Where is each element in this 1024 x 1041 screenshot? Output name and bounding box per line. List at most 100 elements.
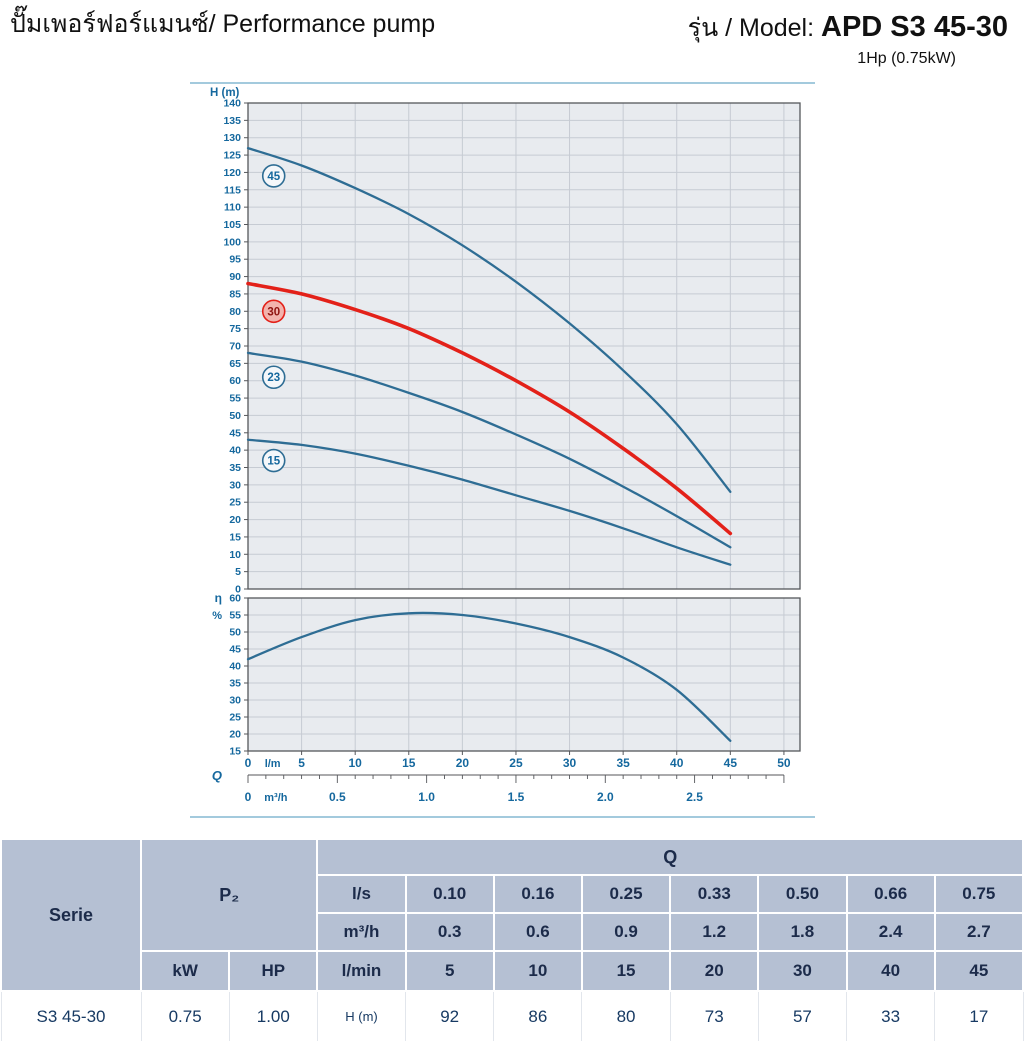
svg-text:25: 25 — [229, 497, 241, 509]
q-lmin-value: 20 — [669, 950, 760, 992]
q-m3h-value: 2.4 — [845, 912, 936, 952]
svg-text:5: 5 — [298, 756, 305, 770]
svg-text:90: 90 — [229, 271, 241, 283]
svg-text:50: 50 — [229, 627, 241, 639]
svg-text:50: 50 — [777, 756, 791, 770]
svg-text:35: 35 — [616, 756, 630, 770]
svg-text:50: 50 — [229, 410, 241, 422]
q-ls-value: 0.10 — [404, 874, 495, 914]
svg-text:45: 45 — [229, 644, 241, 656]
q-ls-value: 0.16 — [492, 874, 583, 914]
q-lmin-value: 15 — [580, 950, 672, 992]
svg-text:40: 40 — [229, 445, 241, 457]
svg-text:5: 5 — [235, 566, 241, 578]
svg-text:120: 120 — [223, 167, 241, 179]
unit-hp: HP — [228, 950, 319, 992]
svg-text:20: 20 — [229, 729, 241, 741]
head-value: 86 — [493, 991, 583, 1041]
svg-text:20: 20 — [456, 756, 470, 770]
svg-text:35: 35 — [229, 462, 241, 474]
svg-text:20: 20 — [229, 514, 241, 526]
svg-text:80: 80 — [229, 306, 241, 318]
svg-text:100: 100 — [223, 236, 241, 248]
svg-text:m³/h: m³/h — [264, 792, 288, 804]
q-lmin-value: 40 — [845, 950, 936, 992]
q-ls-value: 0.25 — [580, 874, 672, 914]
svg-text:45: 45 — [229, 427, 241, 439]
q-m3h-value: 2.7 — [933, 912, 1024, 952]
svg-text:30: 30 — [563, 756, 577, 770]
q-lmin-value: 30 — [757, 950, 848, 992]
svg-text:1.5: 1.5 — [508, 790, 525, 804]
svg-text:70: 70 — [229, 341, 241, 353]
page-title: ปั๊มเพอร์ฟอร์แมนซ์/ Performance pump — [10, 10, 436, 38]
svg-text:0: 0 — [245, 756, 252, 770]
svg-text:l/m: l/m — [265, 758, 281, 770]
q-ls-value: 0.66 — [845, 874, 936, 914]
model-label: รุ่น / Model: — [687, 14, 821, 42]
svg-text:0: 0 — [235, 584, 241, 596]
head-value: 17 — [934, 991, 1024, 1041]
svg-text:30: 30 — [229, 479, 241, 491]
svg-text:85: 85 — [229, 288, 241, 300]
table-row: S3 45-30 0.75 1.00 H (m) 92 86 80 73 57 … — [0, 991, 1024, 1041]
q-lmin-value: 45 — [933, 950, 1024, 992]
svg-text:0: 0 — [245, 790, 252, 804]
svg-text:10: 10 — [229, 549, 241, 561]
q-ls-value: 0.50 — [757, 874, 848, 914]
head-value: 33 — [846, 991, 936, 1041]
svg-text:15: 15 — [402, 756, 416, 770]
svg-text:60: 60 — [229, 593, 241, 605]
svg-text:0.5: 0.5 — [329, 790, 346, 804]
q-lmin-value: 10 — [492, 950, 583, 992]
svg-text:130: 130 — [223, 132, 241, 144]
q-m3h-value: 1.2 — [669, 912, 760, 952]
p2-header: P₂ — [140, 838, 319, 952]
svg-text:40: 40 — [229, 661, 241, 673]
serie-cell: S3 45-30 — [0, 991, 142, 1041]
svg-text:65: 65 — [229, 358, 241, 370]
kw-cell: 0.75 — [140, 991, 230, 1041]
svg-text:105: 105 — [223, 219, 241, 231]
head-value: 80 — [581, 991, 671, 1041]
unit-ls: l/s — [316, 874, 407, 914]
svg-text:35: 35 — [229, 678, 241, 690]
svg-text:115: 115 — [224, 184, 241, 196]
svg-text:10: 10 — [349, 756, 363, 770]
q-lmin-value: 5 — [404, 950, 495, 992]
svg-text:95: 95 — [229, 254, 241, 266]
svg-text:15: 15 — [267, 456, 280, 468]
svg-text:30: 30 — [229, 695, 241, 707]
svg-text:15: 15 — [229, 746, 241, 758]
q-m3h-value: 1.8 — [757, 912, 848, 952]
head-value: 57 — [757, 991, 848, 1041]
svg-text:55: 55 — [229, 393, 241, 405]
svg-text:45: 45 — [267, 171, 280, 183]
svg-text:25: 25 — [229, 712, 241, 724]
svg-text:2.0: 2.0 — [597, 790, 614, 804]
hq-and-efficiency-chart: 0510152025303540455055606570758085909510… — [210, 87, 801, 804]
svg-text:140: 140 — [223, 98, 241, 110]
head-value: 73 — [669, 991, 759, 1041]
svg-text:%: % — [212, 610, 222, 622]
model-value: APD S3 45-30 — [821, 11, 1008, 43]
svg-text:45: 45 — [724, 756, 738, 770]
serie-header: Serie — [0, 838, 143, 992]
svg-text:55: 55 — [229, 610, 241, 622]
page-header: ปั๊มเพอร์ฟอร์แมนซ์/ Performance pump รุ่… — [0, 0, 1024, 68]
head-value: 92 — [405, 991, 495, 1041]
svg-text:25: 25 — [509, 756, 523, 770]
hp-cell: 1.00 — [228, 991, 318, 1041]
svg-text:125: 125 — [223, 150, 241, 162]
q-header: Q — [316, 838, 1024, 876]
model-block: รุ่น / Model: APD S3 45-30 1Hp (0.75kW) — [688, 8, 1014, 68]
svg-text:Q: Q — [212, 768, 222, 783]
svg-text:23: 23 — [267, 372, 280, 384]
svg-text:135: 135 — [223, 115, 241, 127]
q-ls-value: 0.75 — [933, 874, 1024, 914]
q-ls-value: 0.33 — [669, 874, 760, 914]
q-m3h-value: 0.3 — [404, 912, 495, 952]
q-m3h-value: 0.9 — [580, 912, 672, 952]
svg-text:60: 60 — [229, 375, 241, 387]
svg-text:75: 75 — [229, 323, 241, 335]
